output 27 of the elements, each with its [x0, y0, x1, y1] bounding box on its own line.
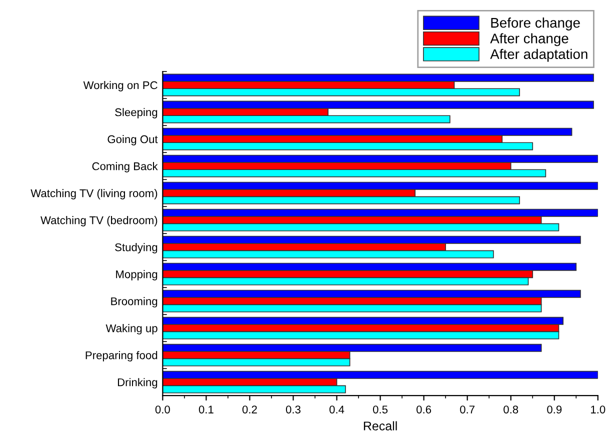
- x-tick-label: 0.0: [155, 406, 170, 414]
- x-tick-label: 0.1: [198, 406, 214, 414]
- legend-label: Before change: [491, 18, 580, 30]
- x-tick-label: 0.8: [504, 406, 518, 414]
- x-tick-label: 1.0: [591, 406, 606, 414]
- y-tick-label: Preparing food: [86, 351, 158, 362]
- x-axis-title: Recall: [364, 421, 397, 430]
- y-tick-label: Studying: [115, 243, 158, 254]
- y-tick-label: Waking up: [106, 324, 158, 334]
- y-tick-label: Going Out: [108, 135, 158, 146]
- y-tick-label: Mopping: [116, 270, 158, 280]
- x-tick-label: 0.2: [242, 406, 257, 414]
- x-tick-label: 0.9: [547, 406, 562, 414]
- y-tick-label: Brooming: [111, 297, 158, 308]
- x-tick-label: 0.4: [329, 406, 344, 414]
- y-tick-label: Drinking: [118, 378, 158, 388]
- y-tick-label: Sleeping: [115, 108, 158, 118]
- legend-label: After change: [490, 33, 568, 46]
- y-tick-label: Watching TV (living room): [30, 189, 158, 200]
- legend-label: After adaptation: [490, 48, 588, 62]
- x-tick-label: 0.5: [372, 406, 388, 414]
- x-tick-label: 0.6: [416, 406, 432, 414]
- x-tick-label: 0.3: [286, 406, 300, 414]
- y-tick-label: Coming Back: [92, 162, 158, 172]
- x-tick-label: 0.7: [460, 406, 474, 414]
- y-tick-label: Working on PC: [83, 80, 158, 92]
- y-tick-label: Watching TV (bedroom): [40, 216, 158, 226]
